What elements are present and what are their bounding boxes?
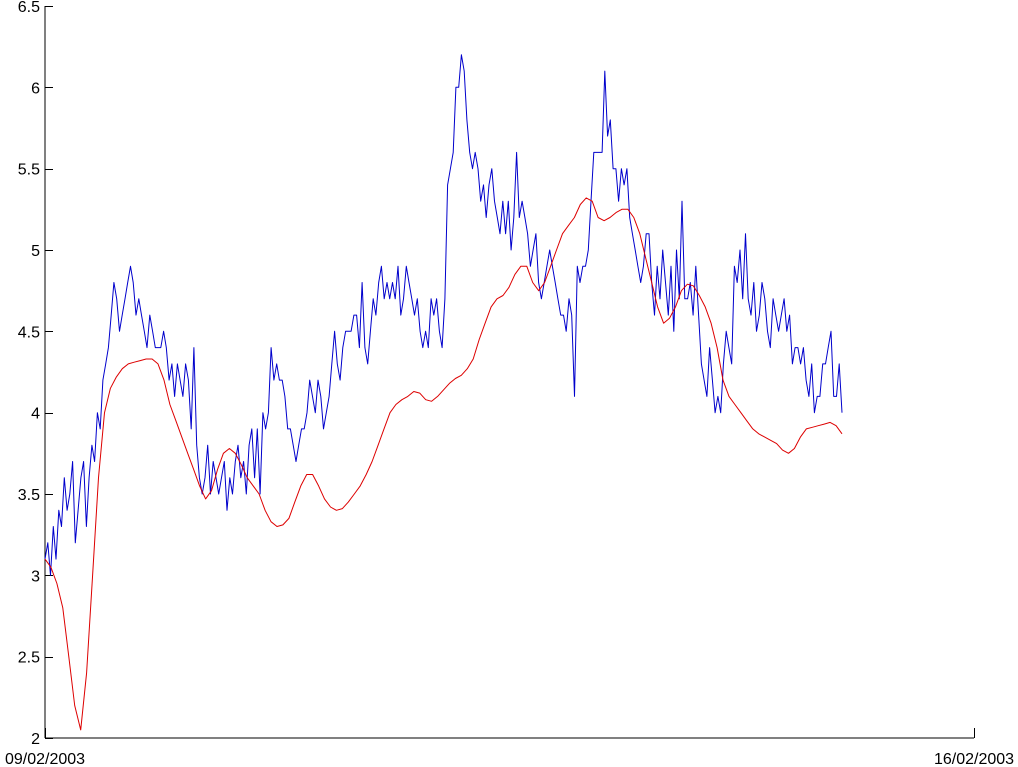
axes: 2 2.5 3 3.5 4 4.5 5 5.5 6 6.5 09/02/2003 16/02/2003 [5,0,1014,767]
y-tick-label: 4 [31,406,40,423]
series-line-blue [44,54,843,576]
y-tick-label: 3.5 [18,487,40,504]
y-tick-label: 2.5 [18,650,40,667]
x-tick-label: 16/02/2003 [934,751,1014,767]
x-tick-label: 09/02/2003 [5,751,85,767]
y-tick-label: 4.5 [18,324,40,341]
series-layer [44,54,843,731]
y-tick-label: 5 [31,243,40,260]
y-tick-label: 5.5 [18,162,40,179]
y-tick-label: 6.5 [18,0,40,16]
y-tick-label: 3 [31,568,40,585]
series-line-red [44,197,843,731]
y-tick-label: 2 [31,731,40,748]
y-tick-label: 6 [31,80,40,97]
